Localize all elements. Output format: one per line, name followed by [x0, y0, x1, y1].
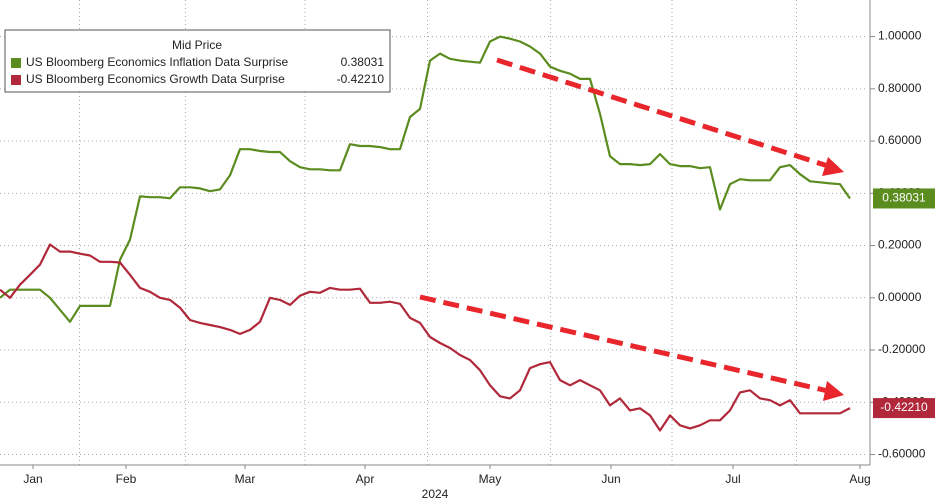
year-label: 2024: [422, 487, 449, 501]
x-tick-label: Aug: [849, 472, 870, 486]
x-tick-label: Jan: [23, 472, 42, 486]
y-tick-label: -0.20000: [878, 342, 926, 356]
arrow-head: [823, 381, 844, 401]
y-tick-label: 0.20000: [878, 238, 922, 252]
x-tick-label: Feb: [116, 472, 137, 486]
legend: Mid Price: [4, 29, 391, 93]
x-tick-label: Mar: [235, 472, 256, 486]
legend-title: Mid Price: [172, 38, 222, 52]
legend-label: US Bloomberg Economics Inflation Data Su…: [26, 55, 288, 69]
legend-label: US Bloomberg Economics Growth Data Surpr…: [26, 72, 285, 86]
lines: [0, 35, 851, 432]
x-tick-label: Apr: [356, 472, 375, 486]
legend-swatch: [11, 58, 21, 68]
value-tag: [873, 398, 935, 419]
legend-box: [4, 29, 391, 93]
axes: 1.000000.800000.600000.400000.200000.000…: [23, 29, 935, 486]
trend-arrows: [419, 57, 844, 401]
y-tick-label: 0.00000: [878, 290, 922, 304]
trend-arrow: [496, 57, 829, 169]
value-tag: [873, 188, 935, 209]
legend-swatch: [11, 75, 21, 85]
y-tick-label: -0.60000: [878, 447, 926, 461]
y-tick-label: 0.80000: [878, 81, 922, 95]
trend-arrow: [419, 294, 829, 394]
legend-value: 0.38031: [341, 55, 385, 69]
legend-value: -0.42210: [337, 72, 385, 86]
x-tick-label: Jul: [725, 472, 740, 486]
x-tick-label: May: [479, 472, 502, 486]
y-tick-label: 0.60000: [878, 133, 922, 147]
x-tick-label: Jun: [601, 472, 620, 486]
y-tick-label: 1.00000: [878, 29, 922, 43]
value-tag-label: -0.42210: [880, 400, 928, 414]
series-line: [0, 243, 851, 432]
arrow-head: [822, 157, 844, 176]
series-line: [0, 35, 851, 323]
value-tag-label: 0.38031: [882, 191, 926, 205]
legend-items: US Bloomberg Economics Inflation Data Su…: [11, 55, 384, 86]
